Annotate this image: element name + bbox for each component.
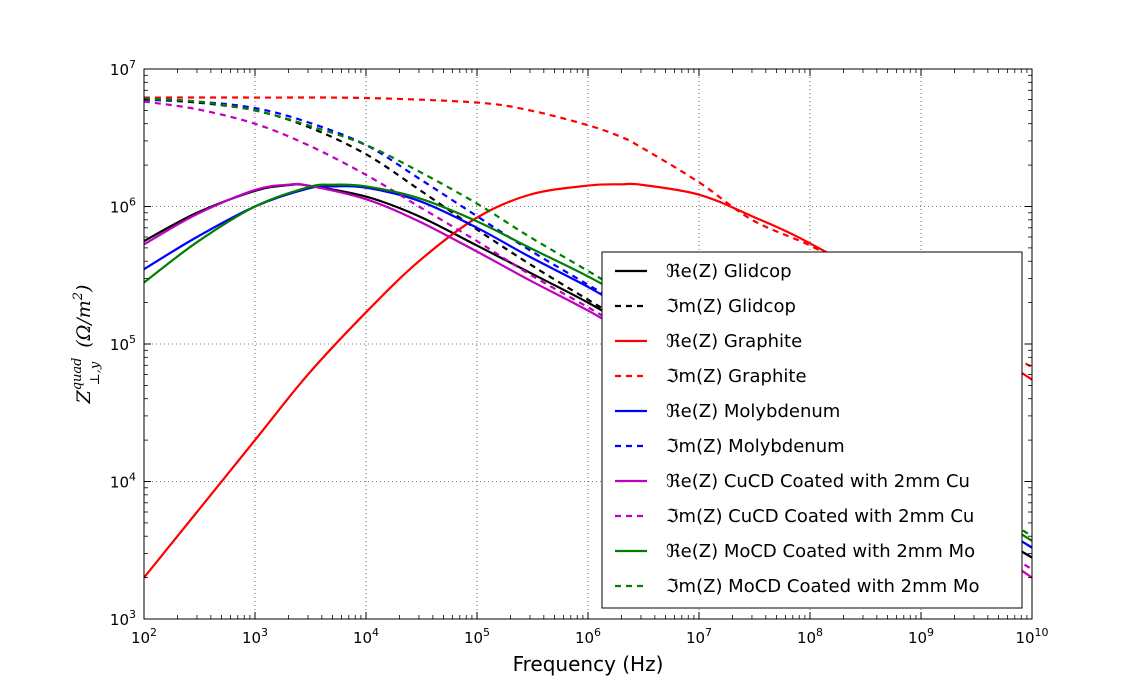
legend-label-1: ℜe(Z) Glidcop — [666, 261, 792, 282]
legend-label-6: ℑm(Z) Molybdenum — [666, 436, 845, 457]
plot-frame — [143, 68, 1033, 620]
series-line-6 — [144, 98, 1032, 549]
x-tick-label: 104 — [353, 626, 379, 647]
legend-label-5: ℜe(Z) Molybdenum — [666, 401, 840, 422]
y-tick-label: 103 — [110, 608, 136, 629]
x-tick-label: 107 — [686, 626, 712, 647]
y-tick-label: 105 — [110, 333, 136, 354]
x-tick-label: 105 — [464, 626, 490, 647]
ticks — [143, 68, 1033, 620]
x-tick-label: 109 — [908, 626, 934, 647]
x-tick-label: 108 — [797, 626, 823, 647]
legend-label-9: ℜe(Z) MoCD Coated with 2mm Mo — [666, 541, 975, 562]
series-line-2 — [144, 98, 1032, 559]
legend-box — [601, 251, 1023, 609]
x-tick-label: 102 — [131, 626, 157, 647]
legend-label-3: ℜe(Z) Graphite — [666, 331, 802, 352]
y-axis-label: Zquad ⊥,y(Ω/m2) — [70, 285, 103, 405]
x-tick-label: 103 — [242, 626, 268, 647]
series-line-3 — [144, 182, 1032, 579]
series-line-8 — [144, 100, 1032, 571]
y-tick-label: 107 — [110, 58, 136, 79]
legend-label-2: ℑm(Z) Glidcop — [666, 296, 796, 317]
legend-label-10: ℑm(Z) MoCD Coated with 2mm Mo — [666, 576, 979, 597]
series-line-4 — [144, 96, 1032, 368]
y-tick-label: 106 — [110, 196, 136, 217]
svg-text:Zquad⊥,y(Ω/m2): Zquad ⊥,y(Ω/m2) — [70, 285, 103, 405]
tick-labels: 102 103 104 105 106 107 108 109 1010103104105106… — [110, 58, 1049, 647]
legend-label-8: ℑm(Z) CuCD Coated with 2mm Cu — [666, 506, 974, 527]
x-axis-label: Frequency (Hz) — [513, 652, 664, 676]
legend: ℜe(Z) Glidcop ℑm(Z) Glidcop ℜe(Z) Graphite… — [601, 251, 1023, 609]
x-tick-label: 1010 — [1015, 626, 1048, 647]
legend-label-4: ℑm(Z) Graphite — [666, 366, 807, 387]
y-tick-label: 104 — [110, 471, 136, 492]
x-tick-label: 106 — [575, 626, 601, 647]
legend-label-7: ℜe(Z) CuCD Coated with 2mm Cu — [666, 471, 970, 492]
